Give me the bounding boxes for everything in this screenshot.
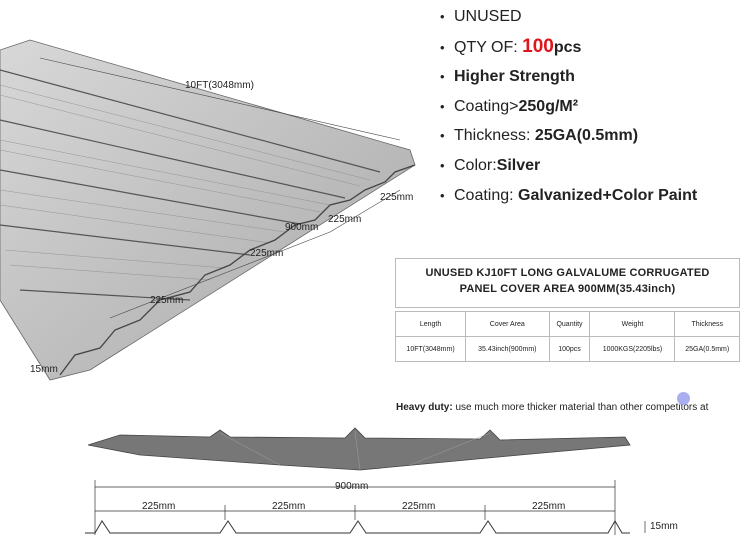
table-cell: 25GA(0.5mm) — [674, 336, 740, 362]
table-header: Weight — [589, 311, 676, 337]
table-cell: 35.43inch(900mm) — [465, 336, 550, 362]
cover-label: 900mm — [285, 222, 318, 233]
table-header: Cover Area — [465, 311, 550, 337]
table-row: 10FT(3048mm) 35.43inch(900mm) 100pcs 100… — [394, 336, 740, 362]
bullet-icon: • — [440, 188, 445, 203]
profile-pitch-4: 225mm — [532, 501, 565, 512]
bullet-icon: • — [440, 158, 445, 173]
height-label: 15mm — [30, 364, 58, 375]
heavy-duty-note: Heavy duty: use much more thicker materi… — [396, 402, 709, 413]
pitch-label-3: 225mm — [250, 248, 283, 259]
profile-pitch-2: 225mm — [272, 501, 305, 512]
table-header-row: Length Cover Area Quantity Weight Thickn… — [394, 311, 740, 337]
pitch-label-2: 225mm — [380, 192, 413, 203]
profile-total-label: 900mm — [335, 481, 368, 492]
table-cell: 10FT(3048mm) — [394, 336, 467, 362]
table-header: Length — [394, 311, 467, 337]
length-label: 10FT(3048mm) — [185, 80, 254, 91]
spec-coating-type: • Coating: Galvanized+Color Paint — [440, 187, 698, 204]
spec-table: Length Cover Area Quantity Weight Thickn… — [394, 311, 740, 362]
bullet-icon: • — [440, 99, 445, 114]
spec-unused: • UNUSED — [440, 8, 522, 25]
profile-cross-section — [85, 520, 630, 534]
spec-thickness: • Thickness: 25GA(0.5mm) — [440, 127, 639, 144]
profile-pitch-1: 225mm — [142, 501, 175, 512]
spec-color: • Color:Silver — [440, 157, 541, 174]
profile-pitch-3: 225mm — [402, 501, 435, 512]
pitch-label-4: 225mm — [150, 295, 183, 306]
table-cell: 100pcs — [548, 336, 591, 362]
bullet-icon: • — [440, 40, 445, 55]
table-header: Quantity — [548, 311, 591, 337]
bullet-icon: • — [440, 128, 445, 143]
qty-value: 100 — [522, 36, 554, 57]
panel-illustration: 10FT(3048mm) 900mm 225mm 225mm 225mm 225… — [0, 39, 416, 381]
table-title: UNUSED KJ10FT LONG GALVALUME CORRUGATED … — [395, 258, 740, 308]
bullet-icon: • — [440, 9, 445, 24]
profile-illustration: 900mm 225mm 225mm 225mm 225mm 15mm — [85, 427, 678, 535]
table-header: Thickness — [674, 311, 740, 337]
profile-perspective — [87, 427, 631, 471]
spec-strength: • Higher Strength — [440, 68, 575, 85]
table-cell: 1000KGS(2205lbs) — [589, 336, 676, 362]
profile-height-label: 15mm — [650, 521, 678, 532]
spec-qty: • QTY OF: 100pcs — [440, 36, 582, 57]
pitch-label-1: 225mm — [328, 214, 361, 225]
panel-sheet — [0, 39, 416, 381]
spec-coating: • Coating>250g/M² — [440, 98, 579, 115]
bullet-icon: • — [440, 69, 445, 84]
qty-unit: pcs — [553, 39, 582, 56]
cursor-dot-icon — [677, 392, 690, 405]
